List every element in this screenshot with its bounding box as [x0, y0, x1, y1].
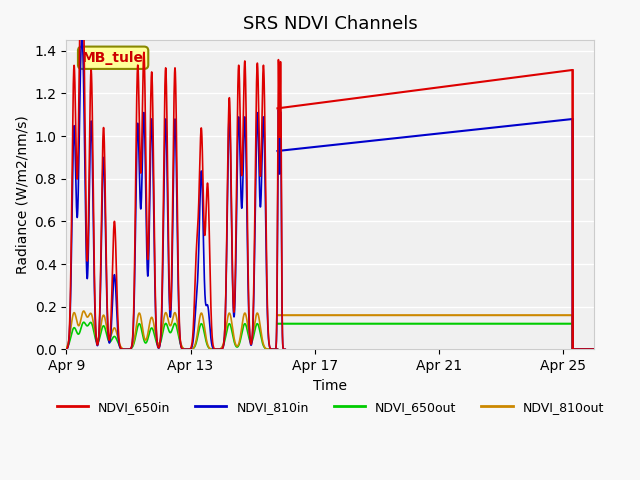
Text: MB_tule: MB_tule — [82, 51, 144, 65]
Y-axis label: Radiance (W/m2/nm/s): Radiance (W/m2/nm/s) — [15, 115, 29, 274]
X-axis label: Time: Time — [313, 379, 348, 393]
Title: SRS NDVI Channels: SRS NDVI Channels — [243, 15, 418, 33]
Legend: NDVI_650in, NDVI_810in, NDVI_650out, NDVI_810out: NDVI_650in, NDVI_810in, NDVI_650out, NDV… — [51, 396, 609, 419]
